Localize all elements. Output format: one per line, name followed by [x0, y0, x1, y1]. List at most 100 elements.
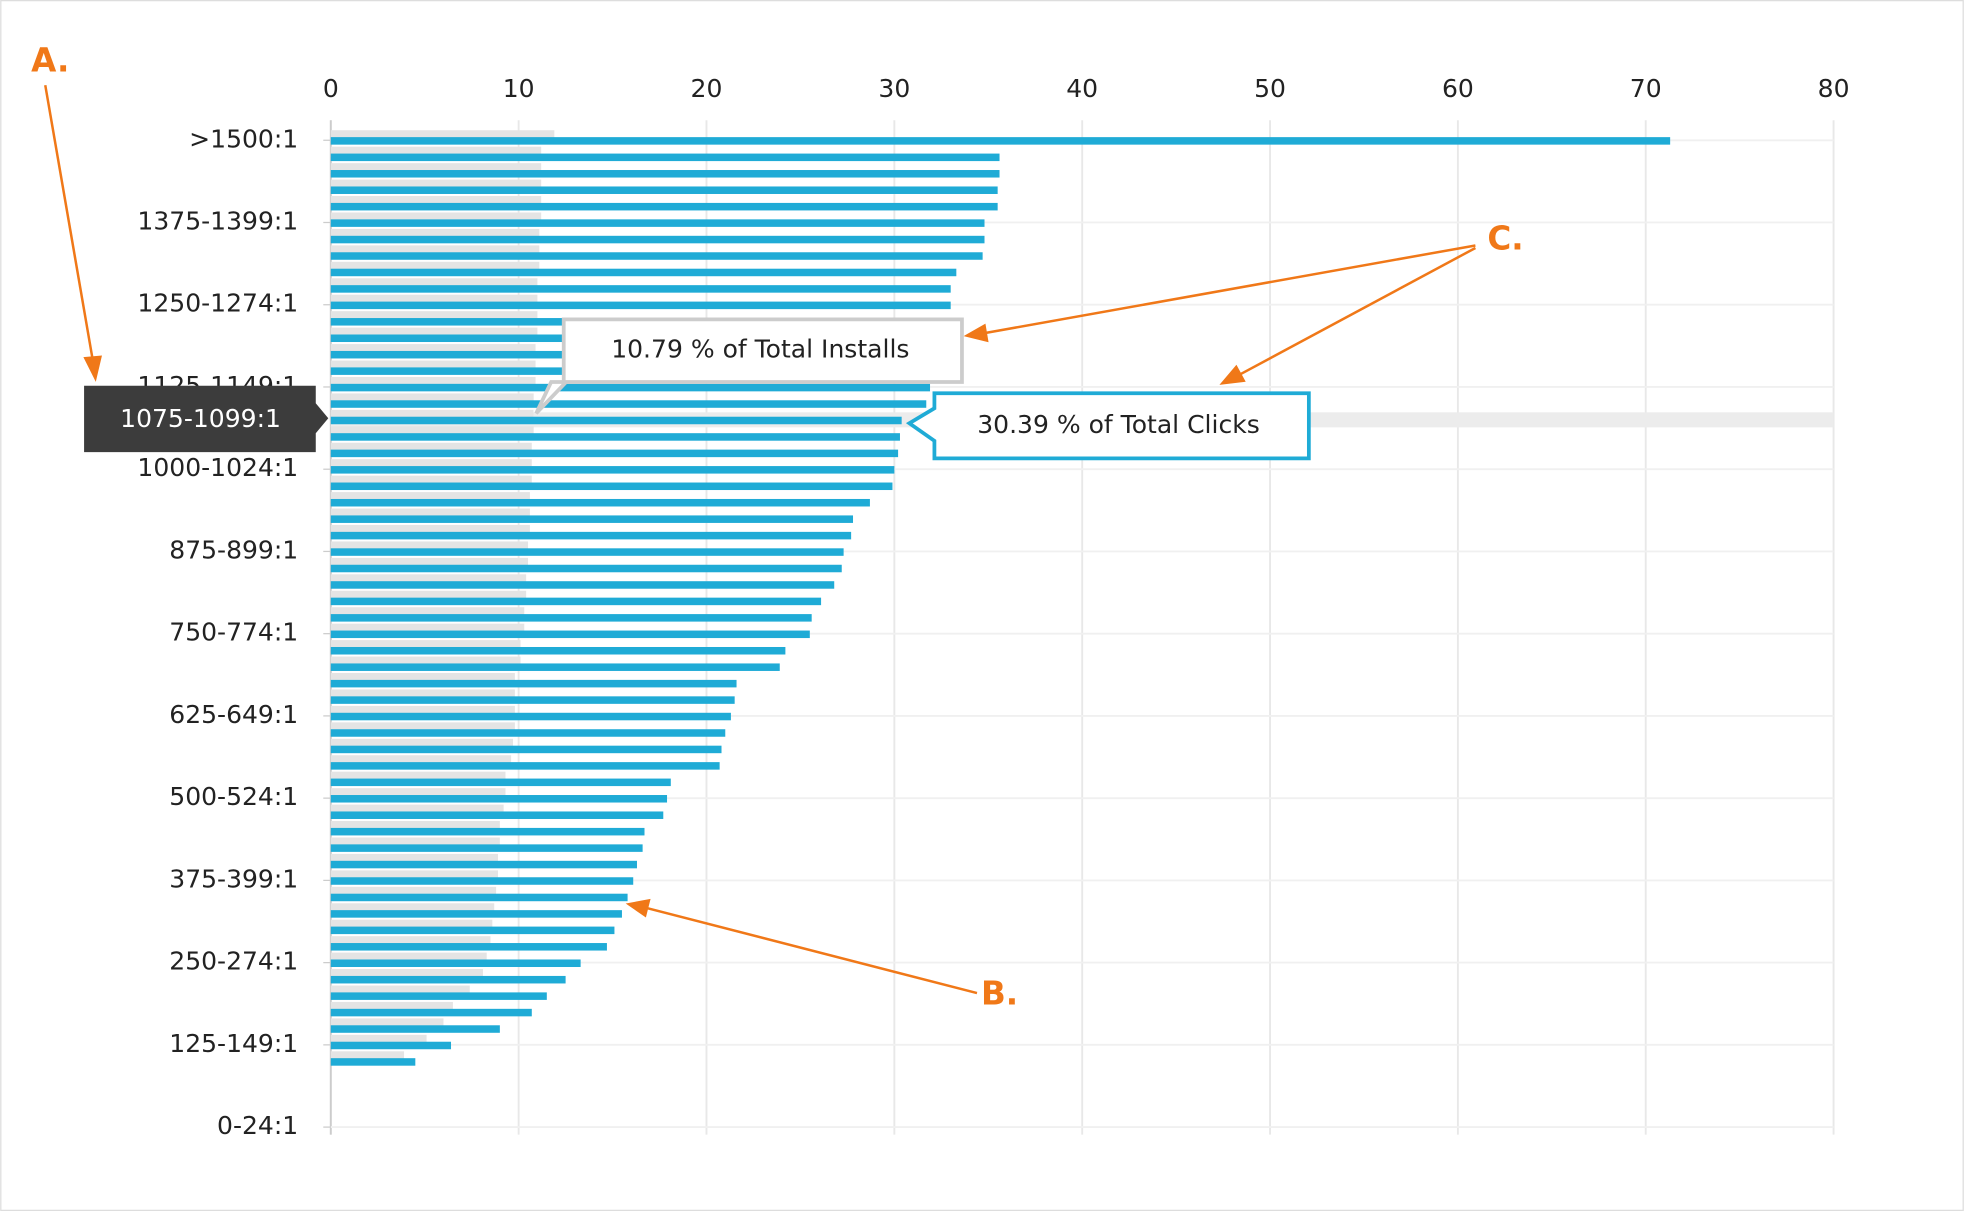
x-tick-label: 80 [1818, 74, 1850, 103]
bar [330, 196, 542, 207]
y-tick-label: 875-899:1 [169, 535, 298, 564]
bar [330, 771, 506, 782]
bar [330, 762, 720, 770]
bar [330, 186, 998, 194]
bar [330, 910, 622, 918]
category-highlight-box [84, 385, 329, 453]
y-tick-label: 750-774:1 [169, 618, 298, 647]
y-tick-label: 500-524:1 [169, 782, 298, 811]
y-tick-label: >1500:1 [189, 124, 298, 153]
bar [330, 893, 628, 902]
bar [330, 179, 542, 190]
bar [330, 663, 780, 671]
arrow-a [44, 84, 95, 361]
bar [330, 1008, 532, 1017]
bar [330, 673, 515, 684]
bar [330, 130, 555, 141]
bar [330, 344, 536, 355]
bar [330, 860, 637, 869]
y-tick-label: 250-274:1 [169, 947, 298, 976]
overlay: 10.79 % of Total Installs 30.39 % of Tot… [31, 42, 1523, 1013]
arrow-c2-head [1219, 364, 1246, 385]
y-tick-label: 375-399:1 [169, 864, 298, 893]
bar [330, 515, 854, 523]
bar [330, 745, 722, 754]
bar [330, 722, 515, 733]
bar [330, 285, 951, 293]
bar [330, 311, 538, 322]
y-tick-label: 125-149:1 [169, 1029, 298, 1058]
bar [330, 409, 534, 420]
y-tick-label: 1250-1274:1 [137, 289, 298, 318]
bar [330, 992, 547, 1000]
bar [330, 844, 643, 852]
tooltip-installs-text: 10.79 % of Total Installs [611, 335, 909, 364]
bar [330, 564, 842, 573]
bar [330, 804, 504, 815]
bar [330, 597, 822, 606]
bar [330, 1051, 405, 1062]
bar [330, 696, 735, 704]
tooltip-clicks [905, 391, 1311, 461]
bar [330, 252, 983, 260]
bar [330, 508, 530, 519]
arrow-c1-head [963, 323, 989, 343]
bar [330, 778, 671, 787]
bar [330, 383, 931, 392]
y-tick-label: 1375-1399:1 [137, 206, 298, 235]
x-tick-label: 20 [691, 74, 723, 103]
bar [330, 228, 540, 239]
y-tick-label: 0-24:1 [217, 1111, 298, 1140]
bar [330, 268, 957, 277]
bar [330, 202, 998, 211]
bar [330, 1025, 500, 1033]
bar [330, 433, 900, 441]
bar [330, 811, 664, 819]
annotation-c: C. [1487, 219, 1523, 257]
arrow-b [646, 906, 978, 995]
x-tick-label: 70 [1630, 74, 1662, 103]
bar [330, 235, 985, 244]
bar [330, 261, 540, 272]
x-tick-label: 60 [1442, 74, 1474, 103]
arrow-c1 [984, 244, 1476, 335]
bar [330, 969, 483, 980]
bar [330, 548, 844, 556]
bar [330, 630, 810, 639]
bar [330, 943, 607, 951]
tooltip-installs [534, 317, 964, 415]
bar [330, 294, 538, 305]
arrow-a-head [83, 355, 102, 382]
bar [330, 137, 1671, 145]
bar [330, 482, 893, 491]
bar [330, 656, 521, 667]
bar [330, 821, 500, 832]
bar [330, 590, 527, 601]
bar [330, 886, 497, 897]
bar [330, 827, 645, 836]
bar [330, 498, 870, 507]
bar [330, 1001, 453, 1012]
bar [330, 212, 542, 223]
bar [330, 926, 615, 935]
bar [330, 581, 835, 589]
bar [330, 466, 895, 474]
y-tick-label: 625-649:1 [169, 700, 298, 729]
bar [330, 877, 634, 885]
bar [330, 393, 534, 404]
bar [330, 400, 927, 408]
bar [330, 442, 532, 453]
bar [330, 755, 512, 766]
bar [330, 449, 899, 458]
bar [330, 788, 506, 799]
bar [330, 301, 951, 310]
bar [330, 959, 581, 968]
bar [330, 712, 731, 721]
bar [330, 729, 726, 737]
x-tick-label: 10 [503, 74, 535, 103]
bar [330, 870, 498, 881]
bar [330, 689, 515, 700]
bar [330, 557, 529, 568]
